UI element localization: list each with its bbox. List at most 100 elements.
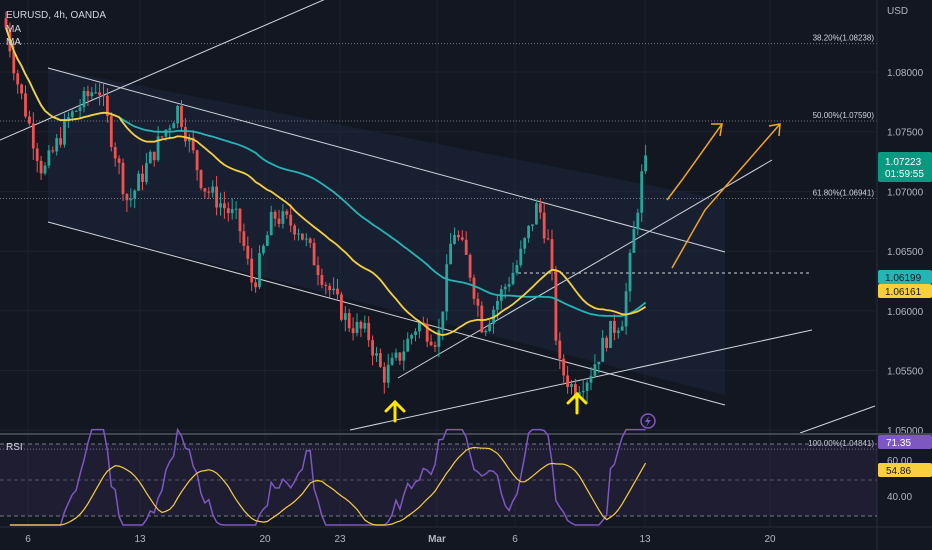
candle-body: [597, 361, 601, 365]
candle-body: [640, 171, 644, 213]
candle-body: [343, 313, 347, 320]
candle-body: [418, 322, 421, 332]
candle-body: [277, 218, 281, 224]
candle-body: [176, 105, 179, 124]
candle-body: [109, 116, 113, 148]
candle-body: [141, 173, 144, 182]
candle-body: [324, 284, 328, 286]
candle-body: [328, 285, 332, 291]
candle-body: [24, 93, 27, 117]
candle-body: [113, 147, 117, 159]
candle-body: [121, 162, 125, 195]
time-tick-label: 6: [25, 534, 31, 545]
rsi-ma-line: [9, 446, 647, 526]
candle-body: [180, 105, 183, 128]
candle-body: [340, 294, 343, 320]
candle-body: [468, 254, 472, 278]
candle-body: [574, 384, 577, 396]
candle-body: [421, 322, 425, 325]
candle-body: [336, 288, 339, 295]
symbol-label[interactable]: EURUSD, 4h, OANDA: [6, 10, 106, 21]
last-price-badge: 1.07223 01:59:55: [878, 152, 932, 182]
bar-countdown: 01:59:55: [885, 169, 924, 180]
candle-body: [636, 212, 640, 230]
candle-body: [304, 238, 308, 240]
time-tick-label: 23: [334, 534, 346, 545]
candle-body: [86, 90, 90, 97]
time-tick-label: 20: [764, 534, 776, 545]
indicator-ma-1[interactable]: MA: [6, 24, 21, 35]
candle-body: [16, 73, 20, 85]
candle-body: [519, 248, 523, 266]
rsi-ma-value: 54.86: [886, 466, 911, 477]
price-tick-label: 1.07500: [887, 128, 924, 139]
candle-body: [20, 84, 23, 94]
candle-body: [605, 337, 608, 348]
candle-body: [437, 330, 441, 347]
rsi-label[interactable]: RSI: [6, 442, 23, 453]
candle-body: [230, 209, 234, 214]
time-axis[interactable]: 6 13 20 23 Mar 6 13 20: [25, 534, 776, 545]
candle-body: [4, 18, 8, 28]
candle-body: [129, 198, 133, 201]
projection-head-1: [711, 123, 723, 137]
candle-body: [226, 208, 230, 214]
candle-body: [215, 186, 218, 208]
lightning-icon[interactable]: [640, 413, 656, 429]
candle-body: [449, 243, 452, 265]
ma-fast-line: [5, 27, 647, 337]
candle-body: [106, 95, 109, 117]
ma-slow-badge: 1.06199: [878, 270, 932, 284]
candle-body: [507, 284, 511, 287]
candle-body: [410, 335, 413, 339]
candle-body: [238, 208, 242, 232]
candle-body: [496, 300, 499, 310]
price-tick-label: 1.05500: [887, 367, 924, 378]
rsi-line: [9, 427, 646, 526]
candle-body: [246, 245, 250, 259]
candle-body: [316, 265, 320, 276]
candle-body: [117, 158, 121, 163]
candle-body: [628, 252, 632, 292]
indicator-ma-2[interactable]: MA: [6, 37, 21, 48]
candle-body: [476, 298, 480, 306]
ma-slow-badge-value: 1.06199: [885, 273, 922, 284]
candle-body: [593, 364, 597, 376]
candle-body: [223, 203, 226, 209]
rsi-tick-60: 60.00: [887, 456, 912, 467]
price-grid: [0, 0, 877, 527]
candle-body: [98, 92, 101, 96]
candle-body: [620, 326, 624, 331]
candle-body: [562, 358, 566, 376]
candle-body: [398, 352, 402, 361]
candle-body: [550, 239, 554, 270]
candle-body: [51, 150, 55, 152]
candle-body: [269, 211, 273, 236]
candle-body: [293, 225, 296, 235]
candle-body: [523, 238, 527, 249]
candle-body: [94, 92, 98, 94]
candle-body: [546, 238, 550, 240]
candle-body: [429, 341, 433, 346]
candle-body: [301, 233, 304, 240]
candle-body: [394, 352, 398, 358]
candle-body: [168, 128, 172, 130]
candle-body: [464, 239, 468, 255]
fib-label: 61.80%(1.06941): [813, 188, 875, 197]
candle-body: [59, 138, 62, 145]
signal-arrow-1-head: [384, 399, 406, 413]
candle-body: [145, 163, 148, 182]
candle-body: [379, 353, 382, 367]
signal-arrow-2-head: [566, 391, 588, 405]
candle-body: [363, 322, 367, 329]
projection-arrows: [666, 123, 781, 269]
candle-body: [613, 320, 616, 333]
candle-body: [441, 311, 445, 331]
candle-body: [538, 203, 542, 213]
candle-body: [472, 277, 476, 299]
candle-body: [289, 214, 293, 226]
candle-body: [371, 340, 374, 356]
candle-body: [234, 208, 238, 210]
candle-body: [589, 375, 593, 383]
